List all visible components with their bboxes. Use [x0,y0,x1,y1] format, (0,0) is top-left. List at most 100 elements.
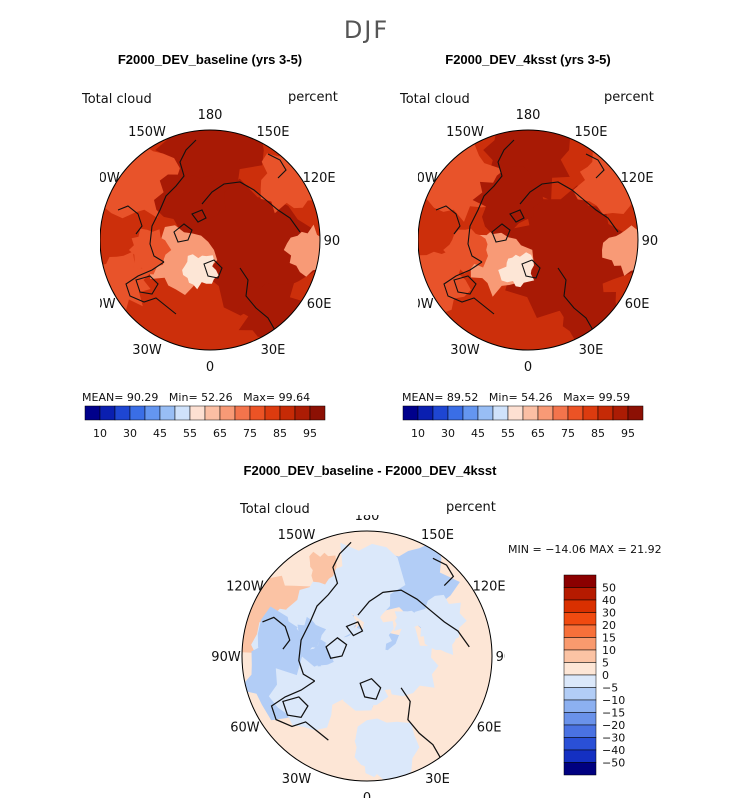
diff-coastline [262,616,291,650]
diff-coastline [400,687,443,761]
panel1-field [100,130,320,350]
panel1-lon-label-bottom_right: 30E [261,343,286,358]
diff-colorbar-swatch [563,662,597,676]
diff-colorbar-label: 40 [602,594,616,607]
panel1-max-value: 99.64 [278,391,311,404]
diff-colorbar-label: −30 [602,732,625,745]
panel2-colorbar-tick-label: 95 [621,427,635,440]
panel1-min-label: Min= [168,391,198,404]
panel1-stats: MEAN= 90.29 Min= 52.26 Max= 99.64 [82,391,310,404]
diff-lon-label-lower_right: 60E [477,721,502,736]
diff-coastline [325,637,348,659]
panel2-stats: MEAN= 89.52 Min= 54.26 Max= 99.59 [402,391,630,404]
panel2-lon-label-top_left: 150W [446,125,484,140]
panel1-colorbar-tick-label: 85 [273,427,287,440]
panel2-mean-label: MEAN= [402,391,444,404]
panel2-colorbar-swatch [417,405,434,421]
panel1-colorbar-swatch [309,405,326,421]
panel1-lon-label-top: 180 [198,108,223,123]
diff-colorbar-swatch [563,649,597,663]
panel1-cloud-patch [155,130,264,200]
diff-anomaly-patch [423,620,459,655]
diff-anomaly-patch [376,627,439,697]
diff-colorbar-label: −40 [602,744,625,757]
diff-coastline [298,541,352,682]
panel2-colorbar-swatch [402,405,419,421]
diff-colorbar-swatch [563,687,597,701]
panel1-colorbar-tick-label: 95 [303,427,317,440]
season-title: DJF [343,16,390,44]
panel1-coastline [173,223,193,243]
panel1-coastlines [117,139,301,333]
panel1-colorbar-swatch [189,405,206,421]
diff-colorbar-label: 50 [602,582,616,595]
diff-colorbar-swatch [563,737,597,751]
panel1-colorbar-tick-label: 75 [243,427,257,440]
panel1-coastline [135,275,159,295]
panel1-min-value: 52.26 [201,391,233,404]
panel2-colorbar-swatch [492,405,509,421]
panel1-coastline [203,259,223,279]
diff-lon-label-lower_left: 60W [230,721,260,736]
diff-lon-label-bottom: 0 [363,791,371,798]
diff-lon-label-right: 90E [496,650,505,665]
diff-boundary [241,530,493,782]
panel2-coastline [585,153,605,179]
panel2-lon-label-bottom: 0 [524,360,532,375]
panel2-colorbar-tick-label: 10 [411,427,425,440]
panel1-cloud-patch [154,174,226,233]
panel2-units: percent [604,90,654,105]
panel2-mean-value: 89.52 [446,391,479,404]
panel2-cloud-patch [443,228,488,274]
diff-colorbar-swatch [563,674,597,688]
diff-coastlines [262,541,470,761]
panel2-min-label: Min= [488,391,518,404]
panel2-lon-label-lower_left: 60W [418,297,434,312]
diff-colorbar-swatch [563,712,597,726]
panel2-cloud-patch [497,185,638,318]
panel2-lon-label-lower_right: 60E [625,297,650,312]
panel2-lon-label-upper_right: 120E [621,171,654,186]
panel2-cloud-patch [418,249,471,313]
diff-colorbar-label: −50 [602,757,625,770]
panel1-lon-label-top_right: 150E [256,125,289,140]
panel2-colorbar-tick-label: 45 [471,427,485,440]
panel1-coastline [149,139,197,263]
panel2-colorbar-swatch [432,405,449,421]
diff-field [242,531,492,781]
panel1-units: percent [288,90,338,105]
panel1-colorbar-swatch [249,405,266,421]
diff-colorbar-swatch [563,587,597,601]
panel2-cloud-patch [602,225,638,276]
panel1-coastline [191,209,207,223]
diff-colorbar-label: −15 [602,707,625,720]
diff-anomaly-patch [393,610,419,635]
panel1-colorbar-swatch [99,405,116,421]
panel1-cloud-patch [182,254,219,290]
panel2-coastline [521,259,541,279]
panel2-colorbar-swatch [627,405,644,421]
panel2-coastline [557,267,595,333]
diff-colorbar-label: 0 [602,669,609,682]
panel2-coastline [467,139,515,263]
panel2-max-value: 99.59 [598,391,631,404]
panel2-coastline [453,275,477,295]
panel2-coastline [509,209,525,223]
diff-coastline [282,696,309,719]
diff-colorbar-swatch [563,762,597,776]
panel2-lon-label-bottom_right: 30E [579,343,604,358]
panel1-mean-value: 90.29 [126,391,159,404]
panel2-variable: Total cloud [400,92,470,107]
diff-colorbar-label: −5 [602,682,618,695]
panel2-colorbar-swatch [612,405,629,421]
panel1-boundary [100,129,321,351]
panel1-colorbar-tick-label: 65 [213,427,227,440]
panel1-lon-label-top_left: 150W [128,125,166,140]
panel1-colorbar-swatch [234,405,251,421]
panel1-max-label: Max= [243,391,276,404]
panel1-colorbar-swatch [129,405,146,421]
diff-lon-label-left: 90W [211,650,241,665]
diff-lon-label-upper_left: 120W [226,580,264,595]
diff-lon-label-top: 180 [355,515,380,524]
panel1-colorbar-swatch [294,405,311,421]
